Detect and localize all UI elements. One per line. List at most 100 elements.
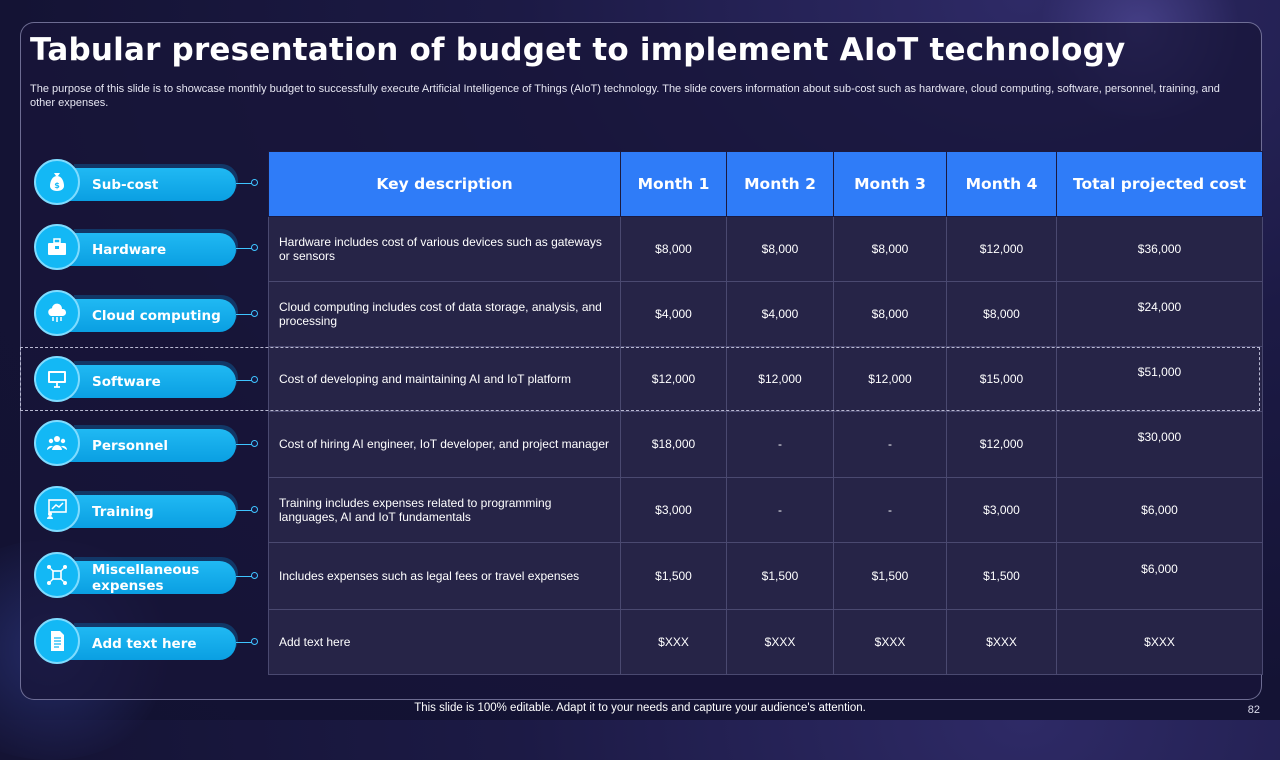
- cell-month-3: $1,500: [833, 541, 947, 610]
- table-row: Cost of hiring AI engineer, IoT develope…: [268, 411, 1263, 478]
- cell-month-2: $12,000: [726, 346, 834, 413]
- pill-label: Training: [92, 503, 154, 520]
- header-month-2: Month 2: [726, 151, 834, 217]
- table-row: Includes expenses such as legal fees or …: [268, 541, 1263, 610]
- cell-month-3: -: [833, 411, 947, 478]
- pill-bar: [50, 168, 236, 201]
- cell-description: Add text here: [268, 608, 621, 676]
- cell-month-3: $XXX: [833, 608, 947, 676]
- cell-month-1: $3,000: [620, 476, 727, 543]
- pill-label: Add text here: [92, 635, 197, 652]
- pill-bar: [50, 233, 236, 266]
- money-bag-icon: $: [34, 159, 80, 205]
- connector-dot: [251, 638, 258, 645]
- cell-month-2: -: [726, 411, 834, 478]
- page-number: 82: [1247, 704, 1260, 716]
- cell-description: Cost of hiring AI engineer, IoT develope…: [268, 411, 621, 478]
- connector-dot: [251, 179, 258, 186]
- pill-label: Software: [92, 373, 161, 390]
- pill-bar: [50, 495, 236, 528]
- team-icon: [34, 420, 80, 466]
- svg-text:$: $: [54, 181, 60, 190]
- pill-cloud-computing: Cloud computing: [34, 283, 264, 336]
- cell-month-1: $18,000: [620, 411, 727, 478]
- pill-software: Software: [34, 349, 264, 402]
- header-month-1: Month 1: [620, 151, 727, 217]
- cell-description: Includes expenses such as legal fees or …: [268, 541, 621, 610]
- monitor-icon: [34, 356, 80, 402]
- pill-bar: [50, 299, 236, 332]
- connector-dot: [251, 310, 258, 317]
- cell-month-3: -: [833, 476, 947, 543]
- header-total-projected-cost: Total projected cost: [1056, 151, 1263, 217]
- pill-add-text: Add text here: [34, 611, 264, 664]
- cell-month-2: $8,000: [726, 215, 834, 283]
- cell-month-4: $12,000: [946, 215, 1057, 283]
- pill-training: Training: [34, 479, 264, 532]
- table-row: Training includes expenses related to pr…: [268, 476, 1263, 543]
- cell-month-4: $15,000: [946, 346, 1057, 413]
- cell-month-1: $8,000: [620, 215, 727, 283]
- table-row: Add text here $XXX $XXX $XXX $XXX $XXX: [268, 608, 1263, 676]
- pill-personnel: Personnel: [34, 413, 264, 466]
- footer-note: This slide is 100% editable. Adapt it to…: [414, 702, 866, 714]
- pill-bar: [50, 561, 236, 594]
- cell-month-4: $12,000: [946, 411, 1057, 478]
- header-month-3: Month 3: [833, 151, 947, 217]
- pill-label: Cloud computing: [92, 307, 221, 324]
- pill-bar: [50, 627, 236, 660]
- slide-subtitle: The purpose of this slide is to showcase…: [30, 83, 1220, 109]
- cell-month-4: $3,000: [946, 476, 1057, 543]
- pill-hardware: Hardware: [34, 217, 264, 270]
- pill-label: Hardware: [92, 241, 167, 258]
- pill-sub-cost: $ Sub-cost: [34, 152, 264, 205]
- network-icon: [34, 552, 80, 598]
- cell-month-2: $4,000: [726, 281, 834, 348]
- cell-total: $36,000: [1056, 215, 1263, 283]
- cell-total: $30,000: [1056, 411, 1263, 478]
- connector-dot: [251, 440, 258, 447]
- cell-month-2: $1,500: [726, 541, 834, 610]
- cell-total: $24,000: [1056, 281, 1263, 348]
- cell-month-3: $12,000: [833, 346, 947, 413]
- cell-total: $6,000: [1056, 476, 1263, 543]
- connector-dot: [251, 506, 258, 513]
- cloud-icon: [34, 290, 80, 336]
- pill-miscellaneous-expenses: Miscellaneous expenses: [34, 545, 264, 598]
- header-key-description: Key description: [268, 151, 621, 217]
- pill-label: Personnel: [92, 437, 169, 454]
- cell-description: Cost of developing and maintaining AI an…: [268, 346, 621, 413]
- header-month-4: Month 4: [946, 151, 1057, 217]
- connector-dot: [251, 244, 258, 251]
- cell-month-2: -: [726, 476, 834, 543]
- cell-month-4: $XXX: [946, 608, 1057, 676]
- document-icon: [34, 618, 80, 664]
- cell-month-4: $1,500: [946, 541, 1057, 610]
- cell-month-2: $XXX: [726, 608, 834, 676]
- connector-dot: [251, 376, 258, 383]
- cell-description: Cloud computing includes cost of data st…: [268, 281, 621, 348]
- cell-total: $51,000: [1056, 346, 1263, 413]
- cell-month-3: $8,000: [833, 281, 947, 348]
- cell-total: $6,000: [1056, 541, 1263, 610]
- cell-total: $XXX: [1056, 608, 1263, 676]
- table-row: Cost of developing and maintaining AI an…: [268, 346, 1263, 413]
- cell-description: Hardware includes cost of various device…: [268, 215, 621, 283]
- pill-label: Sub-cost: [92, 176, 159, 193]
- table-header-row: Key description Month 1 Month 2 Month 3 …: [268, 151, 1263, 217]
- budget-table: Key description Month 1 Month 2 Month 3 …: [268, 151, 1263, 676]
- connector-dot: [251, 572, 258, 579]
- cell-month-1: $4,000: [620, 281, 727, 348]
- cell-month-1: $1,500: [620, 541, 727, 610]
- presentation-icon: [34, 486, 80, 532]
- table-row: Cloud computing includes cost of data st…: [268, 281, 1263, 348]
- pill-label: Miscellaneous expenses: [92, 561, 200, 594]
- cell-month-4: $8,000: [946, 281, 1057, 348]
- toolbox-icon: [34, 224, 80, 270]
- pill-bar: [50, 429, 236, 462]
- pill-bar: [50, 365, 236, 398]
- cell-month-1: $XXX: [620, 608, 727, 676]
- cell-month-3: $8,000: [833, 215, 947, 283]
- slide-title: Tabular presentation of budget to implem…: [30, 32, 1126, 68]
- cell-description: Training includes expenses related to pr…: [268, 476, 621, 543]
